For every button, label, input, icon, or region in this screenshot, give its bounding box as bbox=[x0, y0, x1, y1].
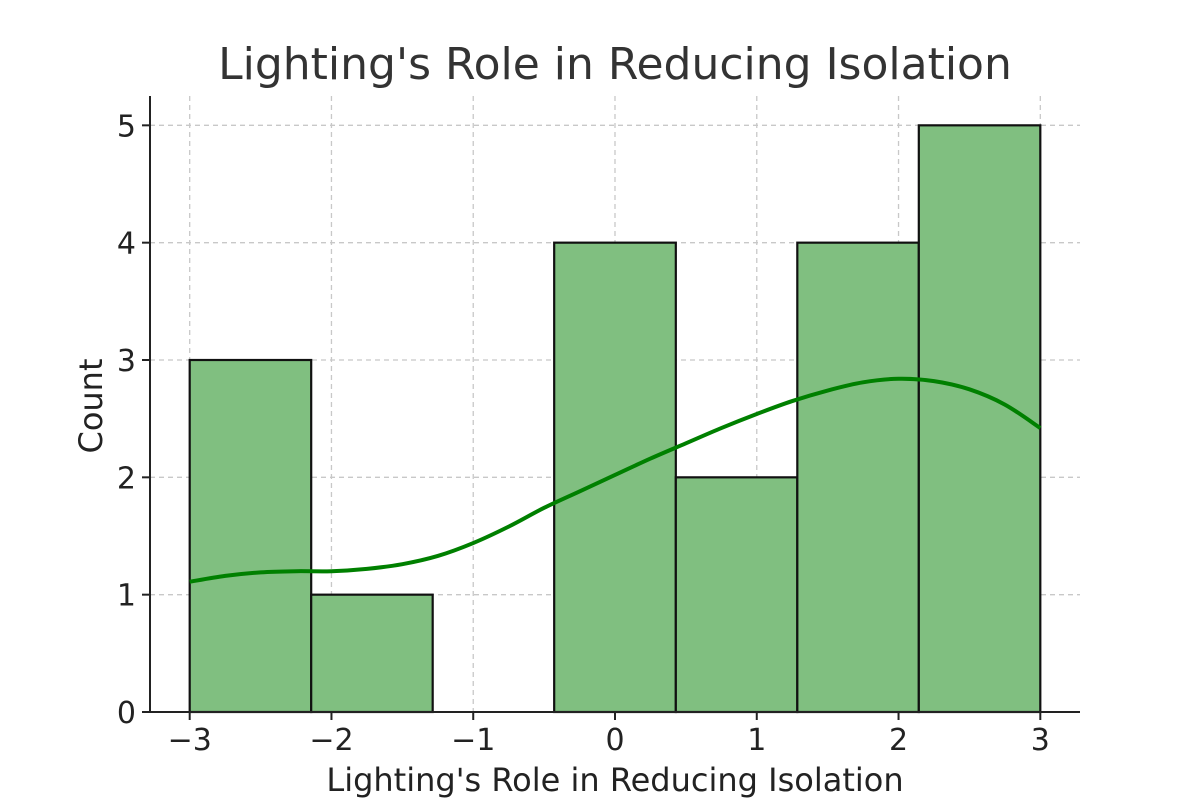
histogram-bar-1 bbox=[310, 593, 434, 714]
y-tick-label: 5 bbox=[117, 109, 136, 144]
x-axis-ticks: −3 −2 −1 0 1 2 3 bbox=[168, 712, 1050, 758]
y-axis-ticks: 0 1 2 3 4 5 bbox=[117, 109, 150, 731]
y-tick-label: 3 bbox=[117, 344, 136, 379]
x-tick-label: −2 bbox=[309, 723, 353, 758]
y-axis-label: Count bbox=[72, 358, 110, 453]
histogram-bar-5 bbox=[796, 241, 920, 714]
histogram-bars bbox=[188, 124, 1042, 714]
x-tick-label: 2 bbox=[889, 723, 908, 758]
kde-curve-layer bbox=[189, 376, 1042, 584]
histogram-bar-6 bbox=[917, 124, 1042, 714]
x-tick-label: 1 bbox=[747, 723, 766, 758]
y-tick-label: 0 bbox=[117, 696, 136, 731]
x-tick-label: 3 bbox=[1031, 723, 1050, 758]
chart-title: Lighting's Role in Reducing Isolation bbox=[218, 39, 1012, 90]
histogram-bar-4 bbox=[674, 476, 799, 714]
y-tick-label: 2 bbox=[117, 461, 136, 496]
x-tick-label: −3 bbox=[168, 723, 212, 758]
x-axis-label: Lighting's Role in Reducing Isolation bbox=[326, 761, 903, 799]
y-tick-label: 1 bbox=[117, 579, 136, 614]
histogram-bar-3 bbox=[553, 241, 677, 714]
x-tick-label: 0 bbox=[605, 723, 624, 758]
histogram-bar-0 bbox=[188, 358, 313, 714]
kde-curve bbox=[189, 376, 1042, 584]
y-tick-label: 4 bbox=[117, 227, 136, 262]
x-tick-label: −1 bbox=[451, 723, 495, 758]
